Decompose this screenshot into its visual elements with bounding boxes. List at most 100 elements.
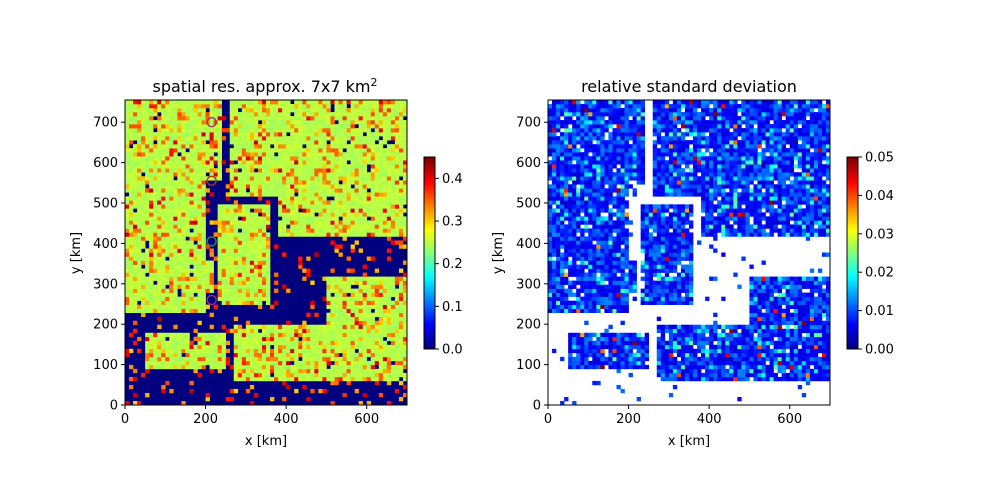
left-heat-cell <box>185 112 190 117</box>
left-heat-cell <box>266 360 271 366</box>
left-heat-cell <box>290 200 295 205</box>
left-heat-cell <box>302 176 307 181</box>
left-heat-cell <box>189 136 194 141</box>
left-heat-cell <box>125 196 130 201</box>
left-heat-cell <box>370 136 376 141</box>
right-heat-cell <box>713 324 718 330</box>
left-heat-cell <box>342 296 347 301</box>
right-heat-cell <box>684 336 690 342</box>
left-heat-cell <box>249 164 255 169</box>
left-heat-cell <box>298 156 303 161</box>
left-heat-cell <box>286 152 291 157</box>
left-heat-cell <box>189 156 194 161</box>
left-heat-cell <box>282 344 287 350</box>
right-heat-cell <box>604 340 609 346</box>
left-heat-cell <box>213 156 218 161</box>
left-heat-cell <box>165 304 170 309</box>
left-heat-cell <box>233 284 239 289</box>
left-heat-cell <box>314 328 319 334</box>
left-heat-cell <box>278 132 283 137</box>
left-heat-cell <box>161 264 166 269</box>
left-heat-cell <box>165 248 170 253</box>
left-heat-cell <box>306 256 311 261</box>
left-heat-cell <box>193 120 198 125</box>
left-heat-cell <box>241 136 247 141</box>
left-heat-cell <box>358 288 363 293</box>
left-heat-cell <box>257 176 263 181</box>
left-heat-cell <box>346 228 351 233</box>
left-heat-cell <box>294 196 299 201</box>
left-heat-cell <box>346 172 351 177</box>
left-heat-cell <box>338 324 343 330</box>
left-heat-cell <box>205 168 210 173</box>
left-heat-cell <box>177 132 182 137</box>
left-heat-cell <box>290 352 295 358</box>
left-heat-cell <box>145 220 150 225</box>
left-colorbar-frame <box>423 156 436 350</box>
left-heat-cell <box>370 164 376 169</box>
left-heat-cell <box>322 324 327 330</box>
left-heat-cell <box>225 288 231 293</box>
left-heat-cell <box>362 108 368 113</box>
left-heat-cell <box>354 188 359 193</box>
left-heat-cell <box>153 248 158 253</box>
left-heat-cell <box>169 336 174 342</box>
left-heat-cell <box>346 112 351 117</box>
left-heat-cell <box>294 356 299 362</box>
left-heat-cell <box>197 128 202 133</box>
right-heat-cell <box>660 356 666 362</box>
left-heat-cell <box>141 272 146 277</box>
left-heat-cell <box>137 208 142 213</box>
left-heat-cell <box>282 232 287 237</box>
left-heat-cell <box>326 108 331 113</box>
left-heat-cell <box>378 392 384 398</box>
left-heat-cell <box>294 144 299 149</box>
right-heat-cell <box>805 332 811 338</box>
left-heat-cell <box>342 156 347 161</box>
left-heat-cell <box>398 228 404 233</box>
left-heat-cell <box>133 308 138 313</box>
left-heat-cell <box>161 244 166 249</box>
left-heat-cell <box>137 232 142 237</box>
left-heat-cell <box>390 224 396 229</box>
left-heat-cell <box>253 292 259 297</box>
left-heat-cell <box>245 388 251 394</box>
left-heat-cell <box>217 220 222 225</box>
left-heat-cell <box>237 172 243 177</box>
left-heat-cell <box>185 164 190 169</box>
left-heat-cell <box>261 156 267 161</box>
left-heat-cell <box>366 296 372 301</box>
left-heat-cell <box>298 184 303 189</box>
left-heat-cell <box>165 360 170 366</box>
right-heat-cell <box>801 316 807 322</box>
right-heat-cell <box>676 332 682 338</box>
right-heat-cell <box>813 364 819 370</box>
right-heat-cell <box>773 316 778 322</box>
left-heat-cell <box>257 128 263 133</box>
left-heat-cell <box>402 324 408 330</box>
right-heat-cell <box>749 304 754 309</box>
right-heat-cell <box>793 340 799 346</box>
left-heat-cell <box>201 280 206 285</box>
left-heat-cell <box>241 264 247 269</box>
right-heat-cell <box>680 352 686 358</box>
left-heat-cell <box>157 148 162 153</box>
left-heat-cell <box>169 244 174 249</box>
right-heat-cell <box>576 356 581 362</box>
right-heat-cell <box>608 348 613 354</box>
right-heat-cell <box>620 364 625 370</box>
left-heat-cell <box>129 208 134 213</box>
left-heat-cell <box>133 304 138 309</box>
right-heat-cell <box>773 356 778 362</box>
left-heat-cell <box>125 288 130 293</box>
left-heat-cell <box>217 264 222 269</box>
left-heat-cell <box>350 140 355 145</box>
right-heat-cell <box>660 372 666 378</box>
left-heat-cell <box>161 168 166 173</box>
left-heat-cell <box>402 140 408 145</box>
left-heat-cell <box>253 372 259 378</box>
left-heat-cell <box>398 284 404 289</box>
left-heat-cell <box>378 212 384 217</box>
left-heat-cell <box>326 136 331 141</box>
left-heat-cell <box>386 192 392 197</box>
